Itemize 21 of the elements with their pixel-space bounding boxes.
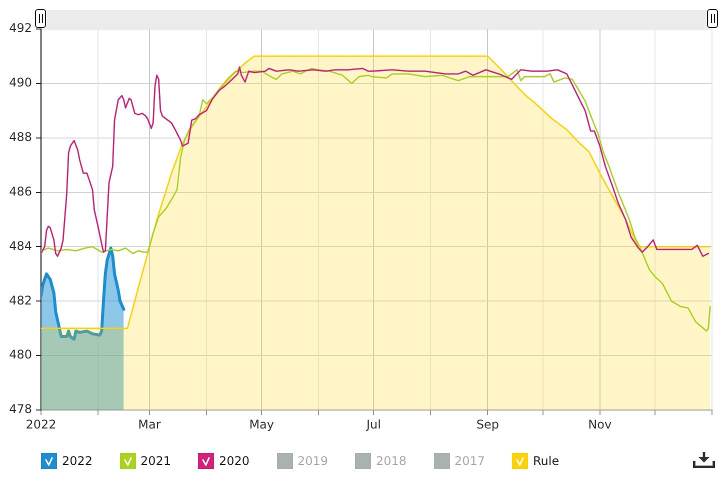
x-tick-label: Sep [476,417,500,432]
y-tick-label: 480 [9,348,32,362]
y-tick-label: 486 [9,184,32,198]
legend-label: 2019 [298,453,328,469]
legend-label: 2017 [454,453,486,469]
x-tick-label: May [249,417,274,432]
y-tick-label: 484 [9,238,32,253]
legend-label: 2018 [376,453,407,469]
x-tick-label: Mar [138,417,161,432]
x-tick-label: 2022 [26,417,56,432]
legend-label: Rule [533,453,560,469]
x-tick-label: Nov [588,417,612,432]
x-tick-label: Jul [366,417,381,432]
y-tick-label: 492 [9,21,32,36]
legend-label: 2021 [140,453,172,469]
y-tick-label: 478 [9,402,32,416]
y-tick-label: 490 [9,76,32,90]
legend-label: 2022 [62,453,93,469]
legend-label: 2020 [219,453,250,469]
y-tick-label: 482 [9,293,32,308]
y-tick-label: 488 [9,130,32,144]
